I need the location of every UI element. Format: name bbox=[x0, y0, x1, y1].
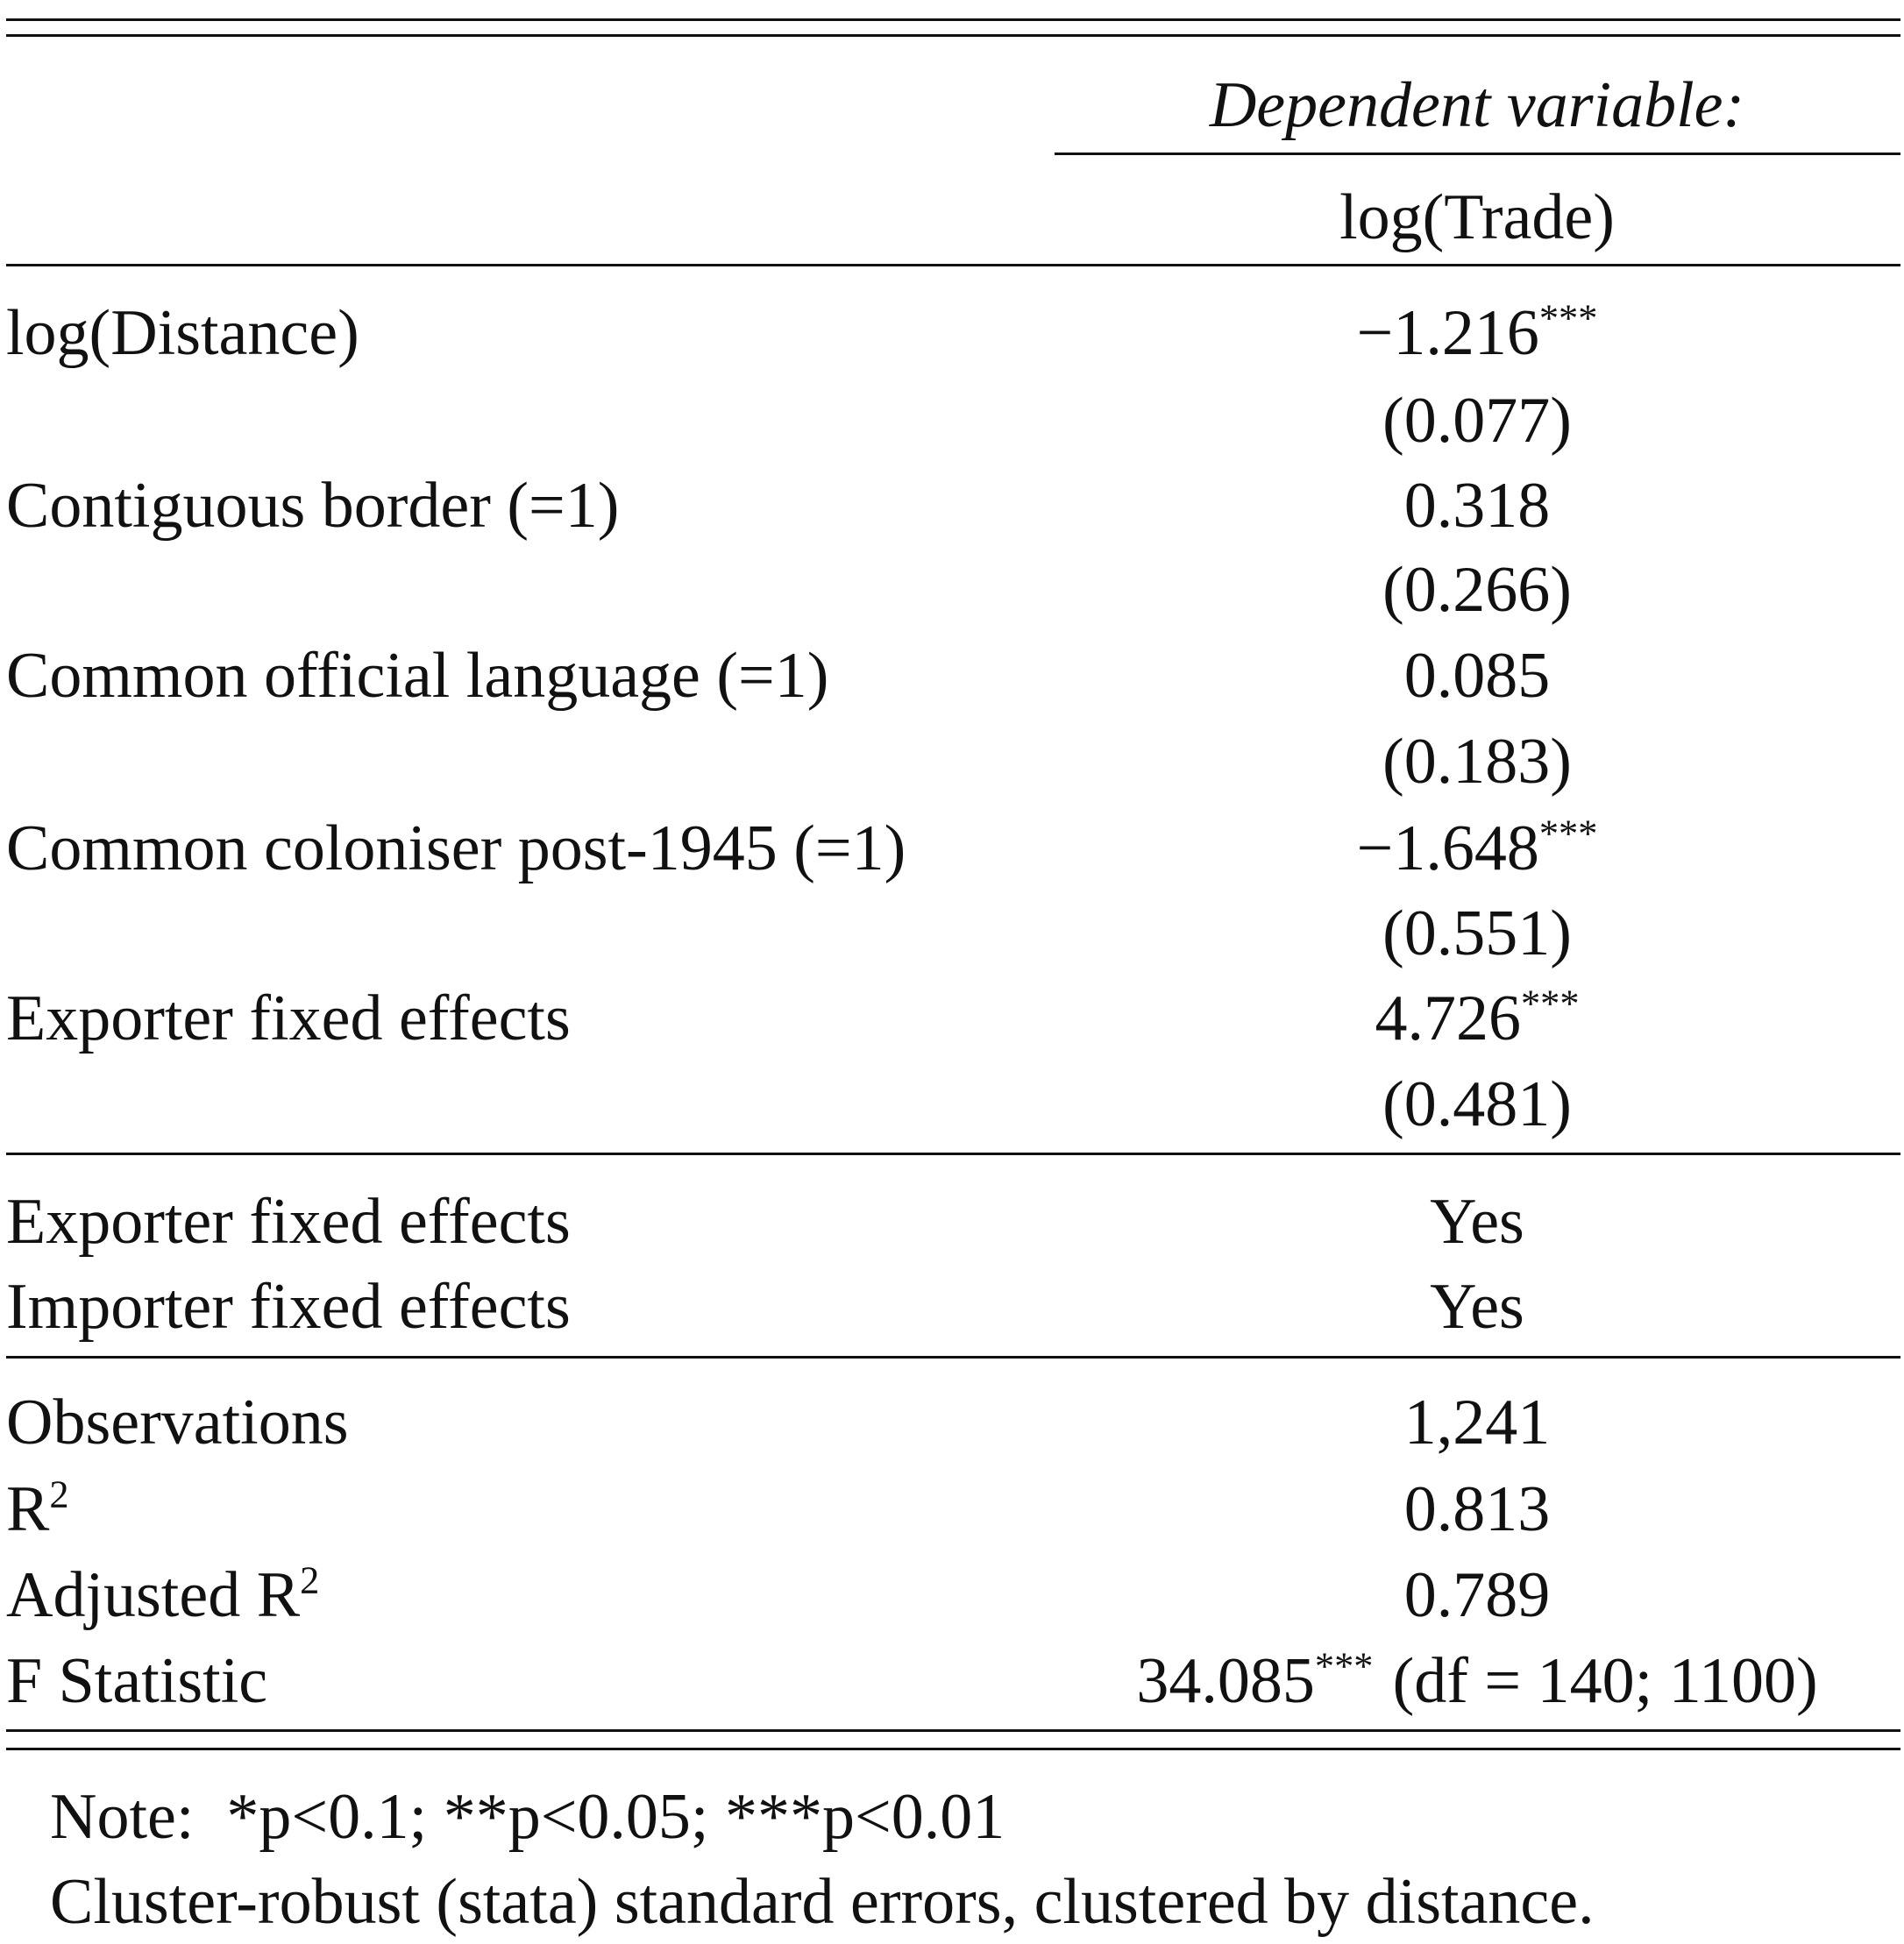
model-name: log(Trade) bbox=[1339, 181, 1615, 253]
row-label: Exporter fixed effects bbox=[6, 983, 571, 1054]
row-label: Exporter fixed effects bbox=[6, 1186, 571, 1258]
row-label: Importer fixed effects bbox=[6, 1271, 571, 1343]
value: 0.789 bbox=[1403, 1559, 1551, 1631]
statistic-value: 34.085*** (df = 140; 1100) bbox=[1136, 1646, 1817, 1713]
estimate: −1.216 bbox=[1356, 297, 1539, 369]
degrees-of-freedom: (df = 140; 1100) bbox=[1392, 1645, 1818, 1717]
standard-error: (0.551) bbox=[1382, 898, 1572, 969]
statistic-value: 0.813 bbox=[1404, 1477, 1551, 1542]
row-label: Observations bbox=[6, 1390, 349, 1455]
bottom-rule bbox=[6, 1748, 1900, 1750]
row-label: log(Distance) bbox=[6, 297, 359, 369]
bottom-rule bbox=[6, 1729, 1900, 1732]
dependent-variable: Dependent variable: bbox=[1209, 69, 1745, 141]
fixed-effect-value: Yes bbox=[1430, 1271, 1524, 1343]
section-rule bbox=[6, 1356, 1900, 1359]
statistic-value: 0.789 bbox=[1404, 1563, 1551, 1628]
significance-stars: *** bbox=[1314, 1643, 1374, 1688]
standard-error: (0.183) bbox=[1382, 726, 1572, 798]
table-note: Cluster-robust (stata) standard errors, … bbox=[50, 1866, 1595, 1938]
standard-error: (0.481) bbox=[1382, 1068, 1572, 1140]
header-rule bbox=[6, 264, 1900, 266]
coefficient: −1.648*** bbox=[1357, 813, 1598, 881]
statistic-value: 1,241 bbox=[1404, 1390, 1551, 1455]
significance-stars: *** bbox=[1520, 981, 1580, 1025]
fixed-effect-value: Yes bbox=[1430, 1186, 1524, 1258]
estimate: 0.085 bbox=[1403, 640, 1551, 712]
row-label: Adjusted R2 bbox=[6, 1560, 319, 1628]
row-label: Contiguous border (=1) bbox=[6, 470, 620, 542]
coefficient: 0.085 bbox=[1404, 643, 1551, 708]
estimate: 0.318 bbox=[1403, 470, 1551, 542]
estimate: −1.648 bbox=[1356, 812, 1539, 884]
label-text: R bbox=[6, 1473, 50, 1545]
label-text: F Statistic bbox=[6, 1645, 268, 1717]
superscript: 2 bbox=[300, 1557, 320, 1602]
significance-stars: *** bbox=[1538, 811, 1598, 855]
section-rule bbox=[6, 1153, 1900, 1155]
row-label: Common official language (=1) bbox=[6, 640, 829, 712]
row-label: R2 bbox=[6, 1474, 69, 1542]
significance-stars: *** bbox=[1538, 295, 1598, 340]
value: 1,241 bbox=[1403, 1387, 1551, 1458]
superscript: 2 bbox=[49, 1472, 69, 1516]
coefficient: −1.216*** bbox=[1357, 298, 1598, 365]
coefficient: 0.318 bbox=[1404, 473, 1551, 538]
row-label: F Statistic bbox=[6, 1649, 267, 1713]
value: 0.813 bbox=[1403, 1473, 1551, 1545]
row-label: Common coloniser post-1945 (=1) bbox=[6, 812, 906, 884]
label-text: Observations bbox=[6, 1387, 349, 1458]
coefficient: 4.726*** bbox=[1375, 983, 1579, 1054]
header-rule bbox=[1055, 153, 1900, 155]
top-rule bbox=[6, 18, 1900, 21]
label-text: Adjusted R bbox=[6, 1559, 301, 1631]
table-note: Note: *p<0.1; **p<0.05; ***p<0.01 bbox=[50, 1781, 1005, 1853]
estimate: 4.726 bbox=[1375, 983, 1521, 1054]
standard-error: (0.077) bbox=[1382, 385, 1572, 457]
top-rule bbox=[6, 34, 1900, 37]
value: 34.085 bbox=[1136, 1645, 1315, 1717]
standard-error: (0.266) bbox=[1382, 554, 1572, 626]
